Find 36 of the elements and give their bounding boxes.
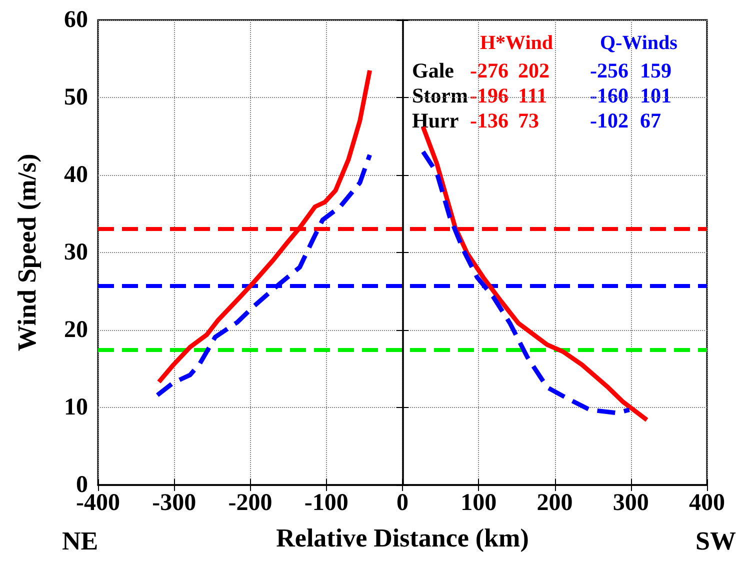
y-tick-label: 50 [64, 84, 88, 110]
y-tick-label: 30 [64, 240, 88, 266]
x-axis-title: Relative Distance (km) [276, 524, 529, 552]
y-tick-label: 60 [64, 7, 88, 33]
x-tick-label: 0 [396, 490, 408, 516]
y-axis-title: Wind Speed (m/s) [12, 154, 42, 352]
annotation: 101 [640, 84, 672, 108]
annotation: Hurr [412, 108, 459, 132]
annotation: -102 [590, 108, 628, 132]
x-tick-label: 100 [460, 490, 497, 516]
annotation: -256 [590, 58, 628, 82]
y-tick-label: 0 [76, 472, 88, 498]
text: SW [696, 526, 736, 556]
x-tick-label: -100 [304, 490, 348, 516]
y-tick-label: 20 [64, 317, 88, 343]
annotation: Gale [412, 58, 454, 82]
annotation: 111 [518, 84, 548, 108]
annotation: -160 [590, 84, 628, 108]
annotation: -196 [470, 84, 508, 108]
x-tick-label: -200 [228, 490, 272, 516]
x-tick-label: 300 [612, 490, 649, 516]
annotation: -276 [470, 58, 508, 82]
annotation: 159 [640, 58, 672, 82]
x-tick-label: 200 [536, 490, 573, 516]
y-tick-label: 10 [64, 394, 88, 420]
annotation: -136 [470, 108, 508, 132]
text: NE [62, 526, 98, 556]
text: Q-Winds [600, 32, 678, 54]
text: H*Wind [480, 32, 553, 54]
x-tick-label: -300 [152, 490, 196, 516]
annotation: Storm [412, 84, 468, 108]
y-tick-label: 40 [64, 162, 88, 188]
annotation: 202 [518, 58, 550, 82]
annotation: 73 [518, 108, 539, 132]
annotation: 67 [640, 108, 661, 132]
x-tick-label: 400 [689, 490, 725, 516]
